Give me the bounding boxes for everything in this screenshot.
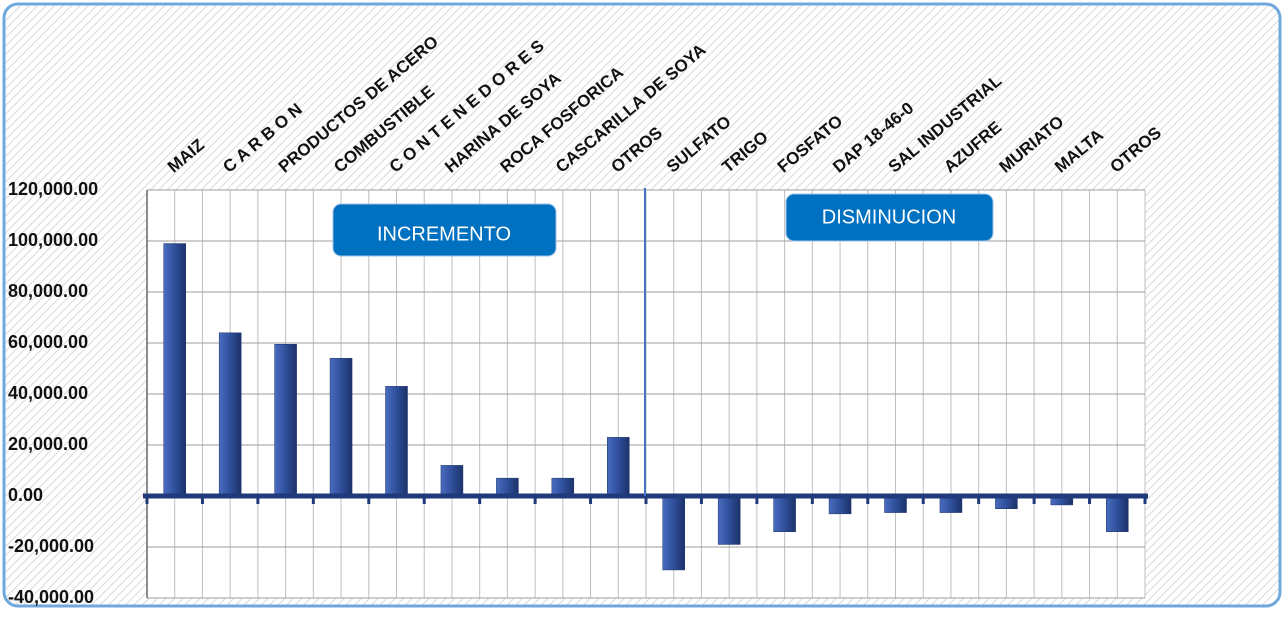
annotation-box — [332, 203, 557, 257]
bar — [496, 477, 519, 497]
y-tick-label: 120,000.00 — [8, 179, 98, 199]
bar — [717, 495, 741, 545]
y-tick-label: 100,000.00 — [8, 230, 98, 250]
bar — [607, 437, 630, 497]
bar — [1106, 495, 1129, 532]
bar — [828, 495, 852, 515]
annotation-box — [785, 193, 994, 242]
y-tick-label: 60,000.00 — [8, 332, 88, 352]
bar — [385, 386, 408, 497]
y-tick-label: 0.00 — [8, 485, 43, 505]
y-tick-label: 40,000.00 — [8, 383, 88, 403]
annotation: INCREMENTO — [377, 223, 511, 245]
bar — [218, 332, 242, 497]
y-tick-label: -40,000.00 — [8, 587, 94, 607]
bar — [773, 495, 796, 532]
annotation: DISMINUCION — [822, 206, 956, 228]
bar — [329, 358, 353, 497]
bar — [662, 495, 685, 571]
bar — [551, 477, 575, 497]
y-tick-label: -20,000.00 — [8, 536, 94, 556]
bar — [274, 344, 297, 497]
bar — [440, 465, 464, 497]
bar — [163, 243, 186, 497]
y-tick-label: 80,000.00 — [8, 281, 88, 301]
y-tick-label: 20,000.00 — [8, 434, 88, 454]
